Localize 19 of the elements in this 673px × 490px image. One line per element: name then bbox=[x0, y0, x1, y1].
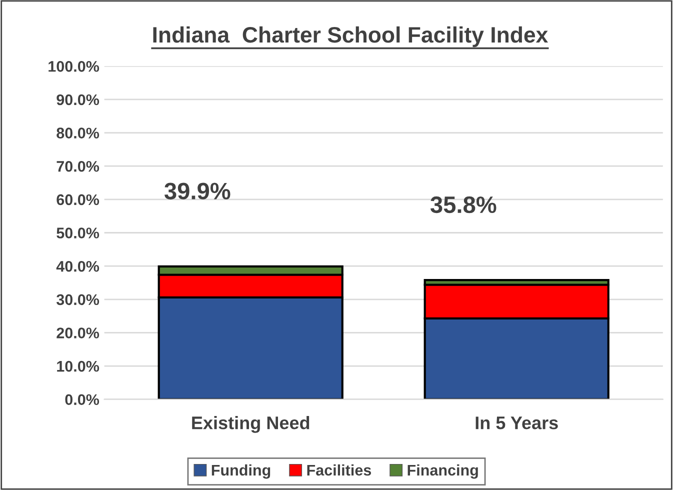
y-tick-label: 0.0% bbox=[65, 394, 100, 406]
legend-label: Financing bbox=[408, 464, 478, 479]
y-tick-label: 30.0% bbox=[56, 294, 100, 306]
y-tick-label: 70.0% bbox=[56, 160, 100, 172]
chart-title: Indiana Charter School Facility Index bbox=[153, 26, 548, 48]
x-tick-label: Existing Need bbox=[192, 416, 310, 433]
total-label: 35.8% bbox=[430, 196, 496, 214]
y-tick-label: 10.0% bbox=[57, 360, 100, 372]
legend-label: Funding bbox=[212, 464, 270, 479]
y-tick-label: 40.0% bbox=[56, 260, 100, 272]
y-tick-label: 100.0% bbox=[48, 61, 100, 72]
legend-label: Facilities bbox=[307, 464, 372, 476]
y-tick-label: 90.0% bbox=[56, 94, 100, 106]
x-tick-label: In 5 Years bbox=[476, 416, 558, 430]
y-tick-label: 60.0% bbox=[56, 194, 100, 206]
total-label: 39.9% bbox=[164, 182, 230, 200]
y-tick-label: 20.0% bbox=[56, 328, 100, 338]
y-tick-label: 80.0% bbox=[56, 128, 100, 138]
y-tick-label: 50.0% bbox=[56, 228, 100, 238]
